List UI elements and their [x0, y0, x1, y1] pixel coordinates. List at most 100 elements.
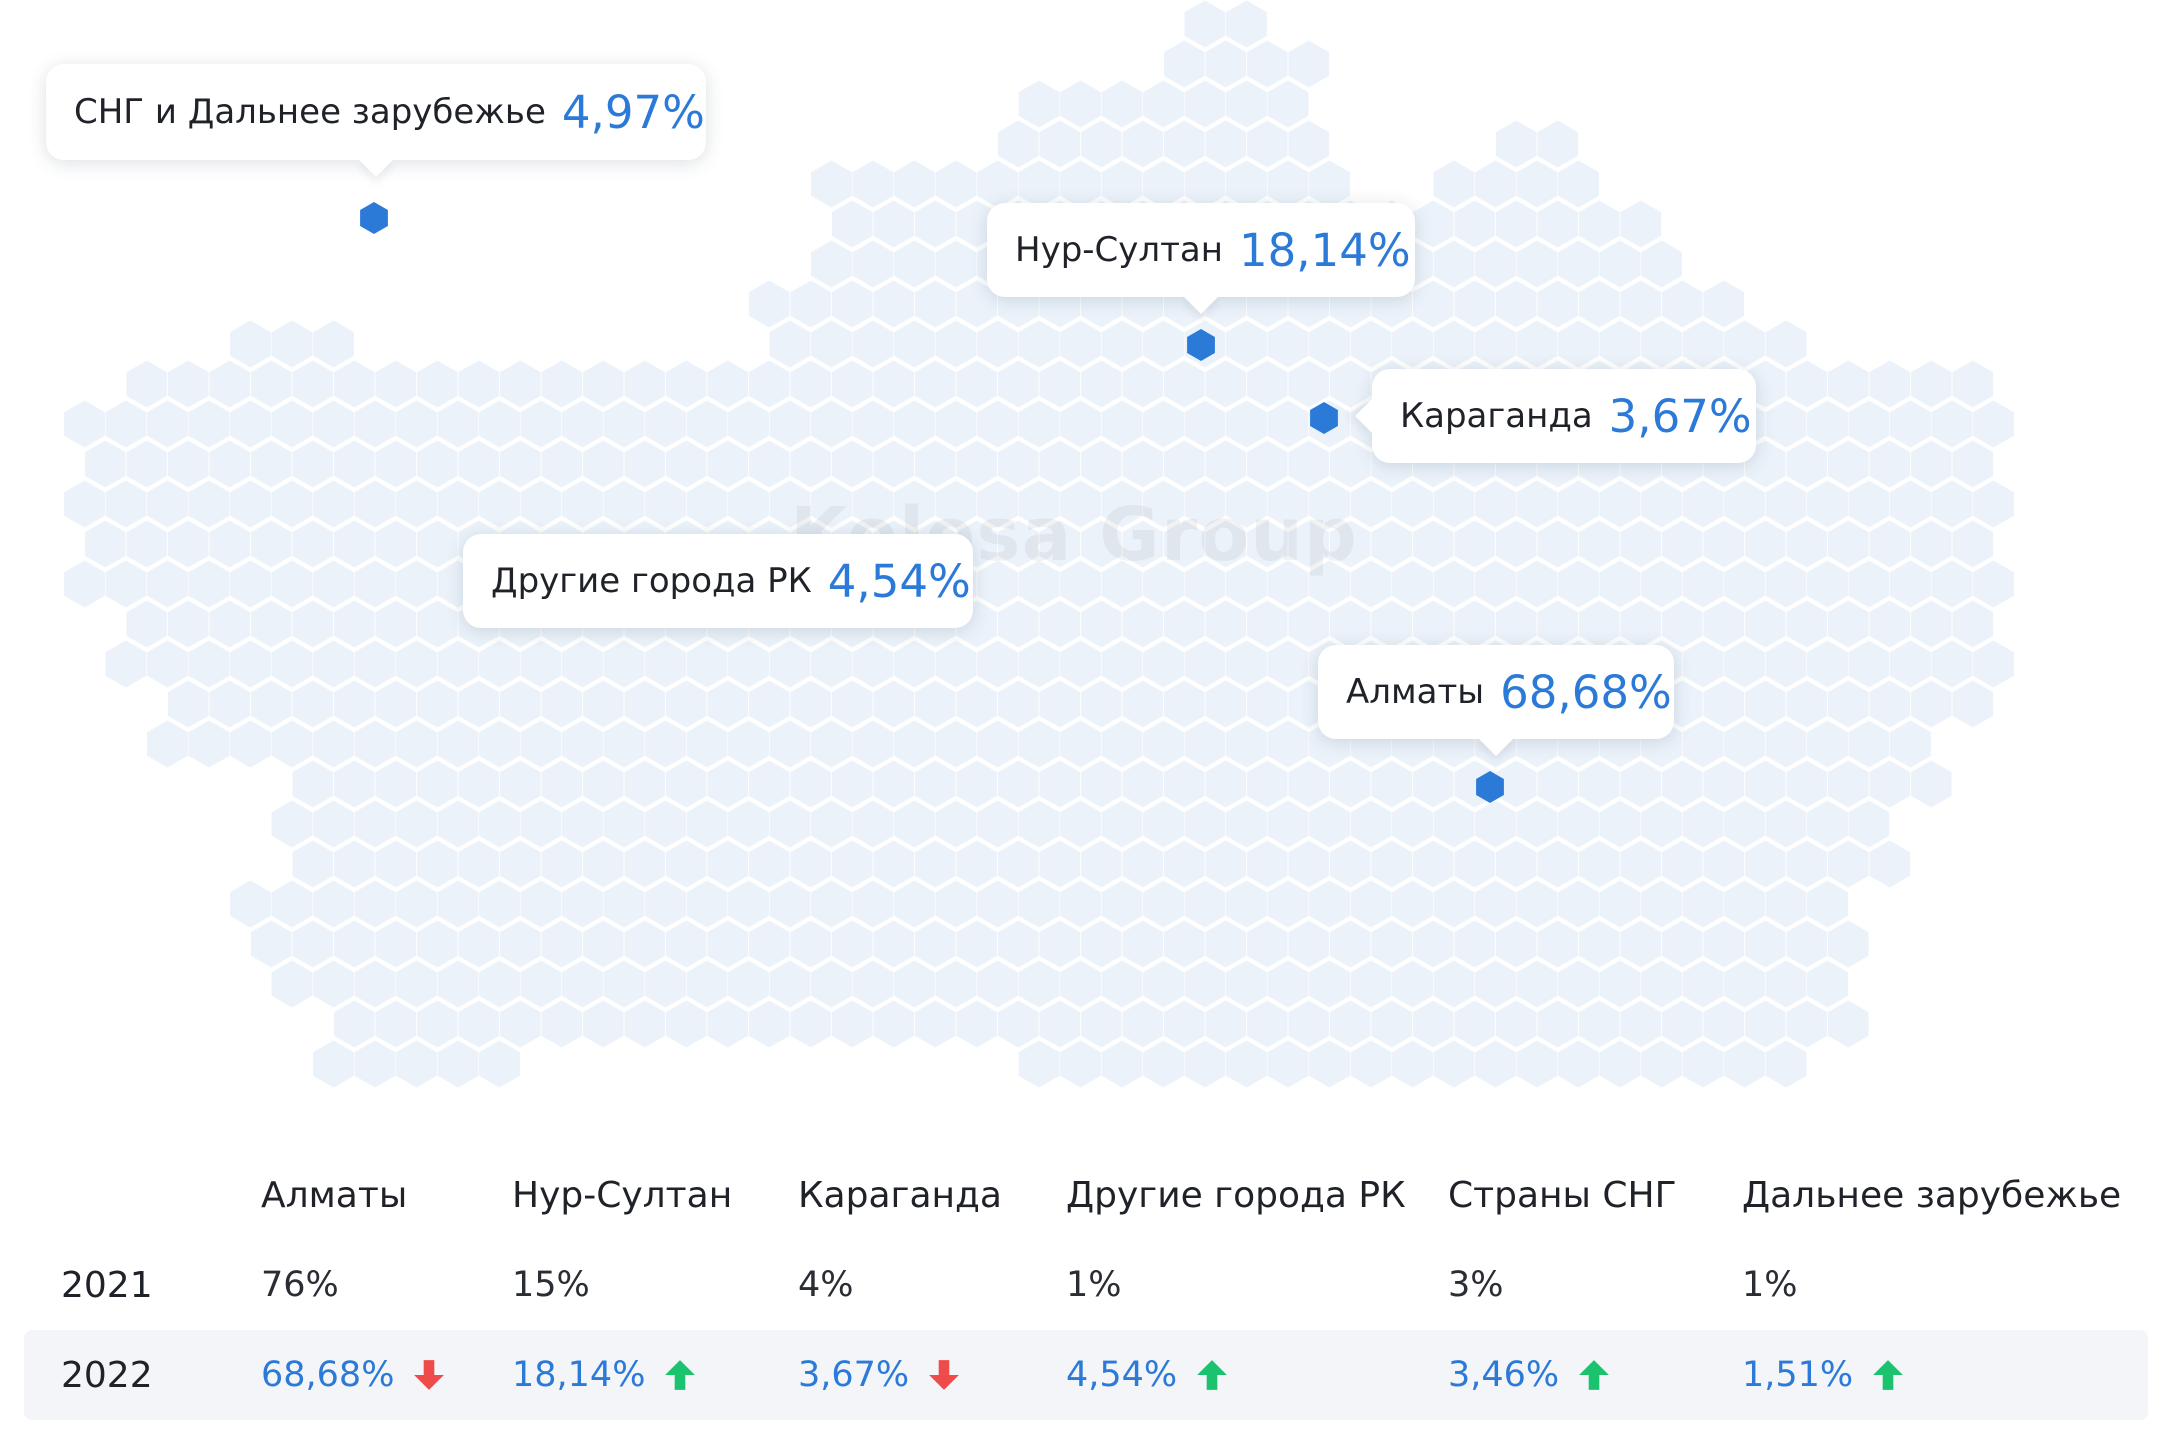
hex-tile — [375, 920, 417, 968]
hex-tile — [1205, 440, 1247, 488]
hex-tile — [603, 480, 645, 528]
hex-tile — [541, 1000, 583, 1048]
hex-tile — [499, 1000, 541, 1048]
hex-tile — [271, 400, 313, 448]
hex-tile — [1910, 600, 1952, 648]
hex-tile — [748, 760, 790, 808]
hex-tile — [811, 320, 852, 368]
hex-tile — [1620, 280, 1662, 328]
marker-karaganda[interactable] — [1310, 402, 1338, 434]
hex-tile — [582, 840, 624, 888]
hex-tile — [147, 560, 188, 608]
hex-tile — [520, 960, 562, 1008]
hex-tile — [894, 400, 935, 448]
callout-cis[interactable]: СНГ и Дальнее зарубежье 4,97% — [46, 64, 706, 177]
hex-tile — [1786, 440, 1828, 488]
hex-tile — [1952, 360, 1994, 408]
hex-tile — [1246, 920, 1288, 968]
hex-tile — [852, 240, 894, 288]
hex-tile — [1122, 840, 1164, 888]
hex-tile — [209, 360, 251, 408]
hex-tile — [1350, 800, 1392, 848]
hex-tile — [1392, 960, 1433, 1008]
callout-almaty[interactable]: Алматы 68,68% — [1318, 645, 1674, 756]
hex-tile — [1744, 760, 1786, 808]
hex-tile — [1018, 640, 1060, 688]
hex-tile — [645, 720, 686, 768]
hex-tile — [1060, 480, 1101, 528]
hex-tile — [1869, 840, 1911, 888]
hex-tile — [1454, 920, 1496, 968]
hex-tile — [1703, 520, 1745, 568]
callout-value: 68,68% — [1500, 665, 1672, 719]
hex-tile — [935, 960, 977, 1008]
hex-tile — [1246, 600, 1288, 648]
hex-tile — [790, 1000, 832, 1048]
hex-tile — [1288, 760, 1330, 808]
hex-tile — [1786, 1000, 1828, 1048]
hex-tile — [645, 800, 686, 848]
hex-tile — [1184, 640, 1226, 688]
marker-almaty[interactable] — [1476, 771, 1504, 803]
hex-tile — [499, 440, 541, 488]
hex-tile — [396, 560, 437, 608]
hex-tile — [147, 640, 188, 688]
hex-tile — [1641, 560, 1682, 608]
hex-tile — [1122, 920, 1164, 968]
hex-tile — [1143, 880, 1184, 928]
hex-tile — [811, 480, 852, 528]
hex-tile — [665, 1000, 707, 1048]
callout-other-cities[interactable]: Другие города РК 4,54% — [463, 534, 973, 628]
arrow-down-icon — [927, 1358, 961, 1392]
hex-tile — [1724, 480, 1765, 528]
hex-tile — [1392, 880, 1433, 928]
hex-tile — [1039, 840, 1081, 888]
callout-karaganda[interactable]: Караганда 3,67% — [1355, 369, 1756, 463]
hex-tile — [1143, 320, 1184, 368]
hex-tile — [728, 880, 769, 928]
hex-tile — [209, 600, 251, 648]
table-cell: 1% — [1066, 1265, 1122, 1305]
hex-tile — [354, 400, 396, 448]
hex-tile — [997, 920, 1039, 968]
hex-tile — [624, 360, 666, 408]
hex-tile — [1101, 1040, 1143, 1088]
hex-tile — [1848, 480, 1890, 528]
hex-tile — [375, 360, 417, 408]
hex-tile — [1703, 840, 1745, 888]
hex-tile — [416, 760, 458, 808]
hex-tile — [1433, 800, 1475, 848]
hex-tile — [935, 720, 977, 768]
callout-nur-sultan[interactable]: Нур-Султан 18,14% — [987, 203, 1415, 314]
hex-tile — [1827, 840, 1869, 888]
hex-tile — [1682, 560, 1724, 608]
marker-nur-sultan[interactable] — [1187, 329, 1215, 361]
hex-tile — [894, 880, 935, 928]
hex-tile — [437, 400, 479, 448]
hex-tile — [1163, 920, 1205, 968]
hex-tile — [665, 920, 707, 968]
hex-tile — [1807, 720, 1848, 768]
hex-tile — [1952, 520, 1994, 568]
hex-tile — [520, 400, 562, 448]
hex-tile — [1682, 800, 1724, 848]
hex-tile — [1288, 920, 1330, 968]
hex-tile — [292, 920, 334, 968]
hex-tile — [624, 920, 666, 968]
hex-tile — [313, 560, 354, 608]
hex-tile — [1744, 1000, 1786, 1048]
hex-tile — [1786, 840, 1828, 888]
hex-tile — [1641, 960, 1682, 1008]
hex-tile — [1682, 720, 1724, 768]
hex-tile — [977, 960, 1018, 1008]
hex-tile — [769, 480, 811, 528]
hex-tile — [458, 760, 500, 808]
hex-tile — [1724, 800, 1765, 848]
hex-tile — [292, 760, 334, 808]
hex-tile — [1744, 920, 1786, 968]
hex-tile — [1661, 600, 1703, 648]
hex-tile — [831, 840, 873, 888]
hex-tile — [1599, 960, 1641, 1008]
marker-cis[interactable] — [360, 202, 388, 234]
hex-tile — [1246, 360, 1288, 408]
